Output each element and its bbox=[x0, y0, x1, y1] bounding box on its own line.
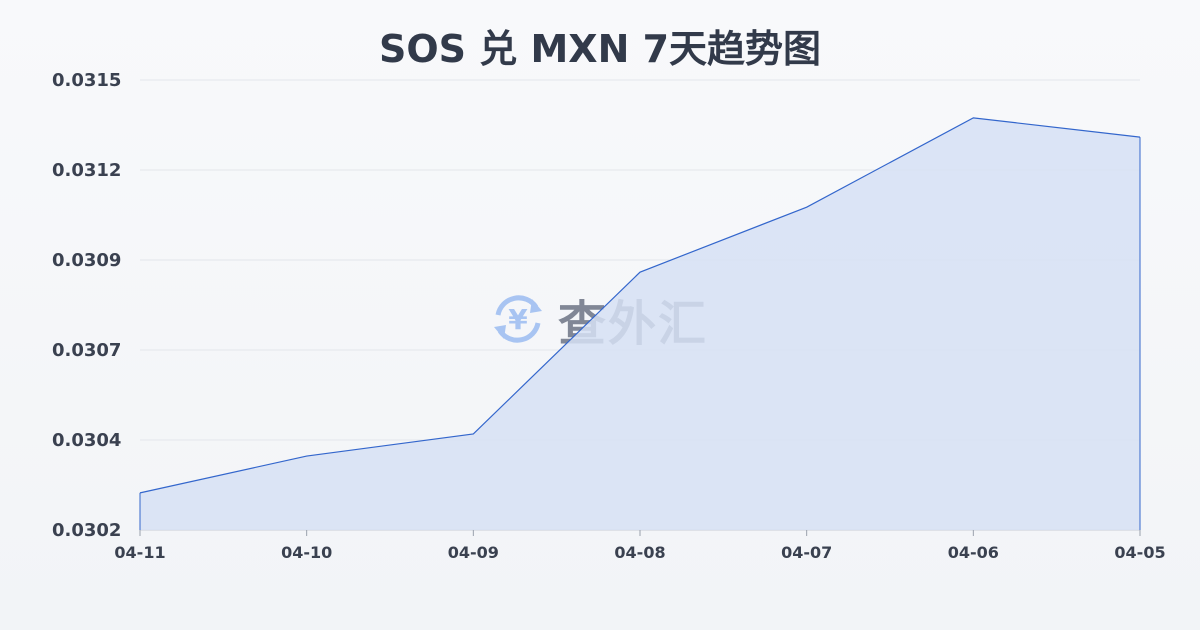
y-tick-label: 0.0309 bbox=[52, 250, 121, 271]
x-tick-label: 04-11 bbox=[114, 543, 165, 562]
y-tick-label: 0.0302 bbox=[52, 520, 121, 541]
yen-exchange-icon: ¥ bbox=[494, 295, 542, 343]
y-tick-label: 0.0312 bbox=[52, 160, 121, 181]
x-tick-label: 04-06 bbox=[948, 543, 999, 562]
chart-title: SOS 兑 MXN 7天趋势图 bbox=[378, 27, 822, 71]
x-tick-label: 04-09 bbox=[448, 543, 499, 562]
x-tick-label: 04-07 bbox=[781, 543, 832, 562]
y-tick-label: 0.0304 bbox=[52, 430, 121, 451]
svg-text:¥: ¥ bbox=[508, 303, 528, 336]
y-tick-label: 0.0307 bbox=[52, 340, 121, 361]
area-fill bbox=[140, 117, 1140, 530]
series-line bbox=[139, 117, 1141, 494]
y-tick-label: 0.0315 bbox=[52, 70, 121, 91]
x-tick-label: 04-05 bbox=[1114, 543, 1165, 562]
x-tick-label: 04-08 bbox=[614, 543, 665, 562]
x-tick-label: 04-10 bbox=[281, 543, 332, 562]
